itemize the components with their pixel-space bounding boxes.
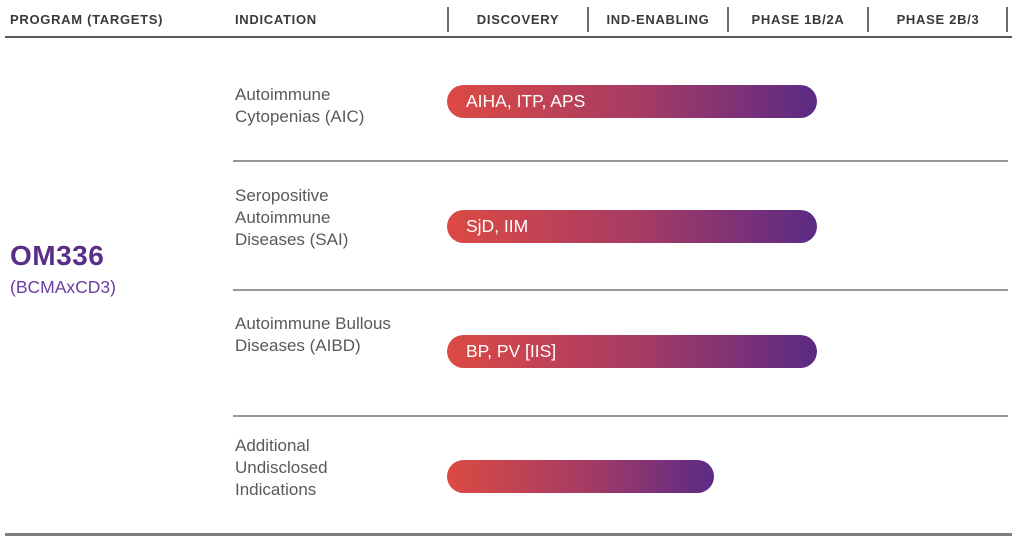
row-divider [233, 415, 1008, 417]
program-name: OM336 [10, 240, 105, 271]
indication-label-sai: Seropositive Autoimmune Diseases (SAI) [235, 186, 349, 249]
phase-divider [447, 7, 449, 32]
column-header-phase-2b-3: PHASE 2B/3 [896, 12, 980, 27]
progress-bar-label: BP, PV [IIS] [466, 341, 557, 361]
column-header-ind-enabling: IND-ENABLING [606, 12, 710, 27]
column-header-indication: INDICATION [235, 12, 317, 27]
column-header-program: PROGRAM (TARGETS) [10, 12, 164, 27]
column-header-discovery: DISCOVERY [476, 12, 560, 27]
program-targets: (BCMAxCD3) [10, 277, 116, 297]
progress-bar-label: AIHA, ITP, APS [466, 91, 586, 111]
indication-label-additional: Additional Undisclosed Indications [235, 436, 328, 499]
phase-divider [1006, 7, 1008, 32]
indication-label-aic: Autoimmune Cytopenias (AIC) [235, 85, 365, 126]
column-header-phase-1b-2a: PHASE 1B/2A [751, 12, 845, 27]
progress-bar-aibd: BP, PV [IIS] [447, 335, 817, 368]
phase-divider [727, 7, 729, 32]
row-divider [233, 289, 1008, 291]
progress-bar-additional [447, 460, 714, 493]
progress-bar-aic: AIHA, ITP, APS [447, 85, 817, 118]
bottom-rule [5, 533, 1012, 536]
progress-bar-sai: SjD, IIM [447, 210, 817, 243]
header-rule [5, 36, 1012, 38]
progress-bar-label: SjD, IIM [466, 216, 529, 236]
indication-label-aibd: Autoimmune Bullous Diseases (AIBD) [235, 314, 391, 355]
phase-divider [587, 7, 589, 32]
row-divider [233, 160, 1008, 162]
phase-divider [867, 7, 869, 32]
